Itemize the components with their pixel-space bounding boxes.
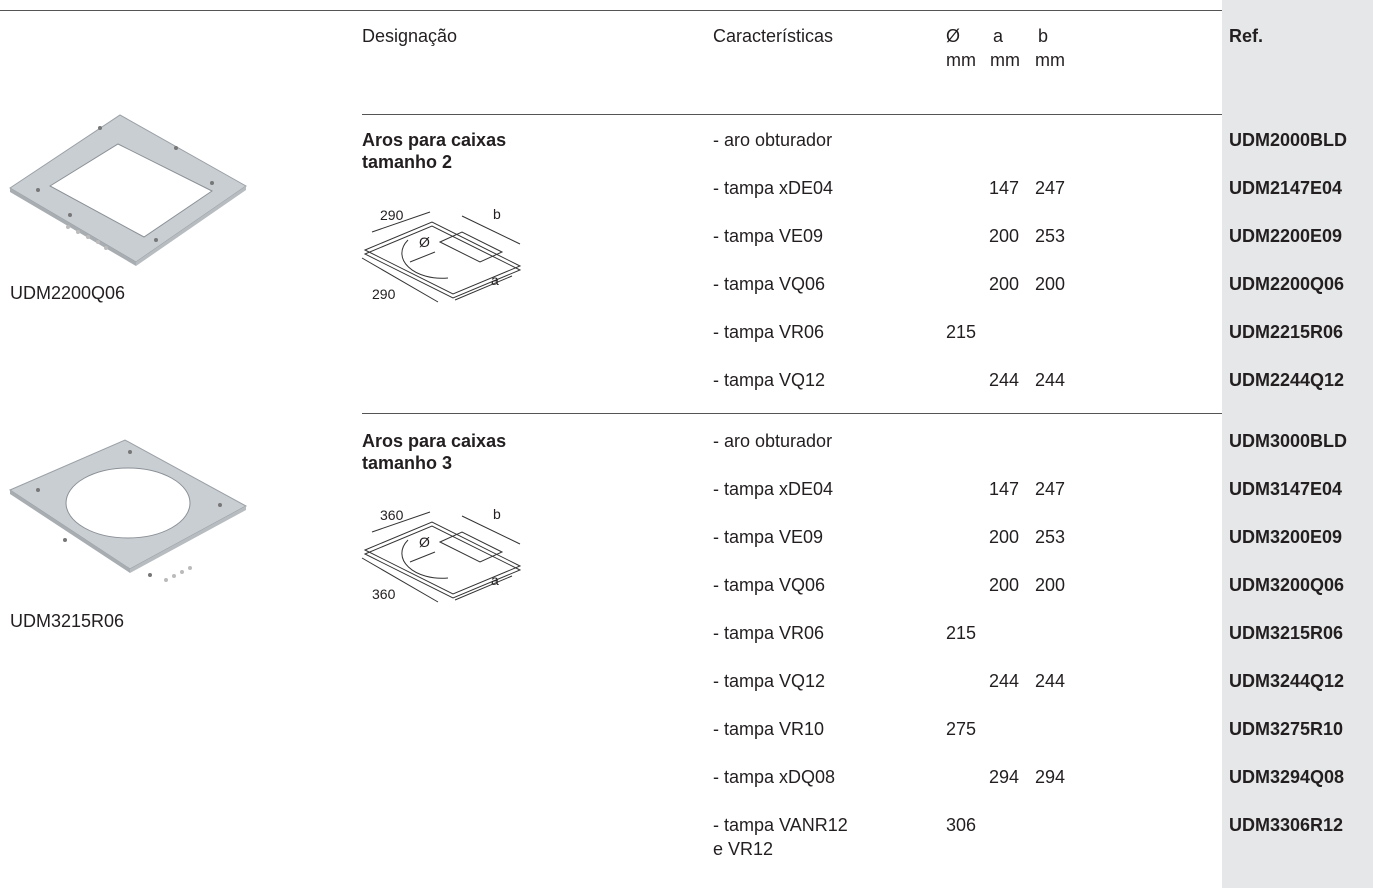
a-value: 244 [989, 370, 1020, 390]
feature: - tampa VQ06 [713, 274, 826, 294]
product-image [8, 439, 248, 582]
feature: - tampa VQ12 [713, 671, 826, 691]
designation: tamanho 2 [362, 152, 453, 172]
b-value: 200 [1035, 274, 1066, 294]
diagram-label: a [491, 272, 499, 288]
b-value: 247 [1035, 178, 1066, 198]
diagram-label: 360 [380, 507, 404, 523]
reference: UDM2244Q12 [1229, 370, 1345, 390]
header-diameter: Ø [946, 26, 961, 46]
diagram-label: 290 [380, 207, 404, 223]
header-unit: mm [946, 50, 976, 70]
diameter-value: 215 [946, 623, 977, 643]
header-designation: Designação [362, 26, 458, 46]
b-value: 244 [1035, 671, 1066, 691]
diagram-label: 290 [372, 286, 396, 302]
header-unit: mm [990, 50, 1020, 70]
image-caption: UDM3215R06 [10, 611, 125, 631]
reference: UDM3200E09 [1229, 527, 1343, 547]
diagram-label: 360 [372, 586, 396, 602]
feature: - tampa VR06 [713, 322, 825, 342]
b-value: 200 [1035, 575, 1066, 595]
b-value: 247 [1035, 479, 1066, 499]
feature: - tampa VQ12 [713, 370, 826, 390]
reference: UDM3000BLD [1229, 431, 1348, 451]
reference: UDM3200Q06 [1229, 575, 1345, 595]
a-value: 147 [989, 178, 1020, 198]
a-value: 147 [989, 479, 1020, 499]
b-value: 244 [1035, 370, 1066, 390]
a-value: 200 [989, 527, 1020, 547]
designation: tamanho 3 [362, 453, 453, 473]
reference: UDM3215R06 [1229, 623, 1344, 643]
feature: - tampa xDQ08 [713, 767, 836, 787]
product-image [9, 114, 247, 266]
feature: e VR12 [713, 839, 774, 859]
diameter-value: 215 [946, 322, 977, 342]
reference: UDM3294Q08 [1229, 767, 1345, 787]
feature: - tampa VR10 [713, 719, 825, 739]
feature: - aro obturador [713, 130, 833, 150]
reference: UDM3275R10 [1229, 719, 1344, 739]
feature: - tampa VR06 [713, 623, 825, 643]
designation: Aros para caixas [362, 130, 507, 150]
feature: - tampa VE09 [713, 226, 824, 246]
header-unit: mm [1035, 50, 1065, 70]
header-a: a [993, 26, 1004, 46]
image-caption: UDM2200Q06 [10, 283, 126, 303]
a-value: 244 [989, 671, 1020, 691]
reference: UDM2215R06 [1229, 322, 1344, 342]
a-value: 294 [989, 767, 1020, 787]
header-ref: Ref. [1229, 26, 1264, 46]
reference: UDM2000BLD [1229, 130, 1348, 150]
diagram-label: a [491, 572, 499, 588]
header-b: b [1038, 26, 1049, 46]
diameter-value: 275 [946, 719, 977, 739]
dimension-diagram [361, 511, 522, 603]
feature: - tampa VE09 [713, 527, 824, 547]
a-value: 200 [989, 274, 1020, 294]
feature: - aro obturador [713, 431, 833, 451]
feature: - tampa VANR12 [713, 815, 848, 835]
diagram-label: Ø [419, 234, 430, 250]
feature: - tampa xDE04 [713, 178, 834, 198]
designation: Aros para caixas [362, 431, 507, 451]
reference: UDM2147E04 [1229, 178, 1343, 198]
reference: UDM2200Q06 [1229, 274, 1345, 294]
reference: UDM2200E09 [1229, 226, 1343, 246]
diagram-label: Ø [419, 534, 430, 550]
diameter-value: 306 [946, 815, 977, 835]
ref-column [1222, 0, 1373, 888]
a-value: 200 [989, 575, 1020, 595]
b-value: 253 [1035, 527, 1066, 547]
diagram-label: b [493, 206, 501, 222]
b-value: 294 [1035, 767, 1066, 787]
feature: - tampa xDE04 [713, 479, 834, 499]
feature: - tampa VQ06 [713, 575, 826, 595]
dimension-diagram [361, 211, 522, 303]
reference: UDM3244Q12 [1229, 671, 1345, 691]
reference: UDM3306R12 [1229, 815, 1344, 835]
header-features: Características [713, 26, 834, 46]
b-value: 253 [1035, 226, 1066, 246]
a-value: 200 [989, 226, 1020, 246]
reference: UDM3147E04 [1229, 479, 1343, 499]
diagram-label: b [493, 506, 501, 522]
